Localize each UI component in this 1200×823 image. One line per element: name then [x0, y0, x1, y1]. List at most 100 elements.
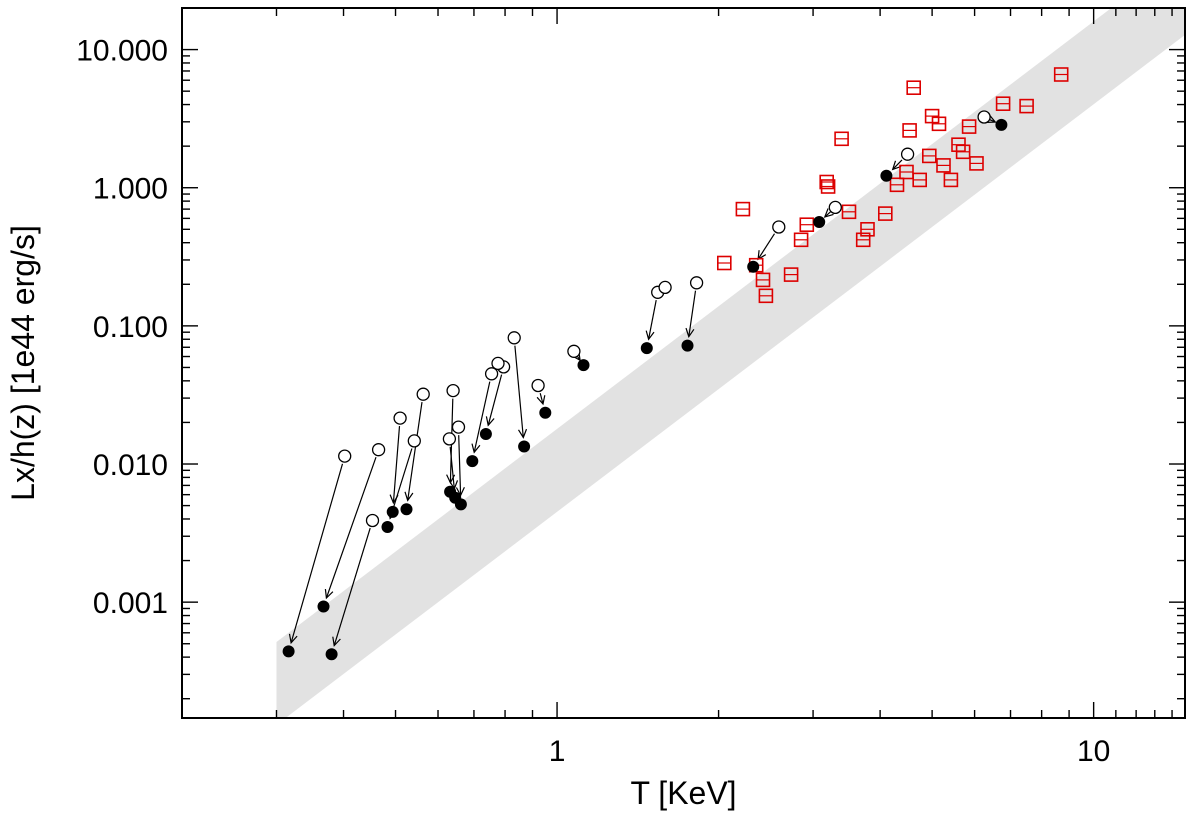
cluster-point — [755, 272, 771, 288]
open-square-marker — [921, 148, 937, 164]
correction-arrow — [823, 208, 834, 218]
open-circle-marker — [900, 147, 915, 161]
open-circle-marker — [658, 280, 672, 295]
arrow-shaft — [290, 463, 344, 643]
correction-arrows — [288, 115, 997, 647]
filled-circle-marker — [282, 645, 295, 658]
cluster-point — [955, 144, 971, 160]
cluster-point — [799, 217, 815, 232]
cluster-point — [906, 80, 922, 95]
cluster-point — [1053, 67, 1069, 82]
arrow-shaft — [392, 426, 401, 503]
cluster-point — [912, 172, 928, 188]
filled-circle-marker — [381, 521, 394, 533]
open-square-marker — [995, 96, 1011, 111]
group-open-circles — [338, 110, 991, 528]
open-circle-marker — [484, 367, 499, 381]
cluster-point — [995, 96, 1011, 111]
open-circle-marker — [772, 220, 786, 234]
arrow-head — [517, 428, 528, 439]
y-tick-label: 1.000 — [93, 173, 168, 206]
arrow-head — [823, 208, 834, 218]
correction-arrow — [685, 290, 697, 339]
x-tick-label: 1 — [549, 735, 566, 768]
open-square-marker — [758, 288, 774, 304]
cluster-point — [877, 206, 893, 221]
open-square-marker — [955, 144, 971, 160]
filled-circle-marker — [995, 118, 1008, 131]
open-square-marker — [841, 204, 857, 220]
correction-arrow — [404, 402, 423, 502]
axis-tick-labels: 1 10 0.001 0.010 0.100 1.000 10.000 — [76, 35, 1110, 768]
correction-arrow — [455, 435, 465, 497]
arrow-shaft — [514, 345, 524, 438]
cluster-point — [783, 267, 799, 282]
correction-arrow — [891, 159, 903, 171]
filled-circle-marker — [577, 359, 590, 372]
open-square-marker — [877, 206, 893, 221]
open-circle-marker — [442, 432, 457, 446]
filled-circle-marker — [317, 600, 330, 613]
arrow-shaft — [449, 446, 455, 489]
arrow-head — [288, 633, 298, 645]
cluster-point — [889, 177, 905, 193]
cluster-point — [969, 156, 984, 171]
open-circle-marker — [451, 420, 466, 434]
arrow-head — [324, 589, 334, 600]
filled-circle-marker — [466, 455, 479, 468]
open-circle-marker — [828, 200, 842, 215]
open-circle-marker — [365, 513, 380, 528]
arrow-head — [986, 115, 997, 123]
arrow-shaft — [458, 435, 462, 496]
filled-circle-marker — [813, 216, 826, 228]
open-square-marker — [943, 172, 959, 188]
open-square-marker — [1019, 98, 1034, 114]
filled-circle-marker — [325, 648, 338, 661]
y-axis-title: Lx/h(z) [1e44 erg/s] — [5, 225, 41, 501]
cluster-point — [1019, 98, 1034, 114]
open-circle-marker — [416, 387, 430, 401]
correction-arrow — [757, 233, 776, 261]
open-square-marker — [820, 179, 836, 194]
band-polygon — [276, 8, 1185, 718]
open-circle-marker — [567, 344, 581, 358]
open-square-marker — [931, 116, 947, 132]
shaded-band — [276, 8, 1185, 718]
arrow-head — [332, 636, 341, 647]
y-tick-label: 10.000 — [76, 35, 168, 68]
open-square-marker — [855, 232, 871, 248]
x-tick-label: 10 — [1077, 735, 1110, 768]
axis-ticks — [182, 8, 1185, 718]
arrow-head — [685, 327, 695, 339]
arrow-shaft — [539, 393, 544, 405]
arrow-shaft — [892, 159, 903, 170]
open-square-marker — [969, 156, 984, 171]
cluster-point — [902, 123, 917, 138]
arrow-shaft — [648, 299, 657, 340]
correction-arrow — [645, 299, 657, 341]
open-circle-marker — [393, 411, 407, 425]
open-circle-marker — [371, 443, 386, 457]
y-tick-label: 0.001 — [93, 587, 168, 620]
arrow-shaft — [688, 290, 697, 337]
cluster-point — [735, 201, 751, 217]
filled-circle-marker — [518, 440, 531, 453]
y-tick-label: 0.100 — [93, 311, 168, 344]
cluster-point — [834, 131, 849, 147]
arrow-shaft — [333, 527, 371, 646]
cluster-point — [899, 164, 914, 180]
arrow-head — [891, 160, 902, 171]
filled-circle-marker — [400, 503, 413, 516]
open-square-marker — [799, 217, 815, 232]
arrow-head — [485, 416, 495, 427]
open-square-marker — [819, 174, 835, 190]
filled-circle-marker — [479, 428, 492, 440]
open-square-marker — [834, 131, 849, 147]
arrow-shaft — [407, 402, 423, 501]
filled-circle-marker — [747, 260, 760, 273]
open-square-marker — [735, 201, 751, 217]
arrow-shaft — [487, 374, 503, 426]
cluster-point — [860, 222, 875, 237]
cluster-squares — [716, 67, 1069, 304]
